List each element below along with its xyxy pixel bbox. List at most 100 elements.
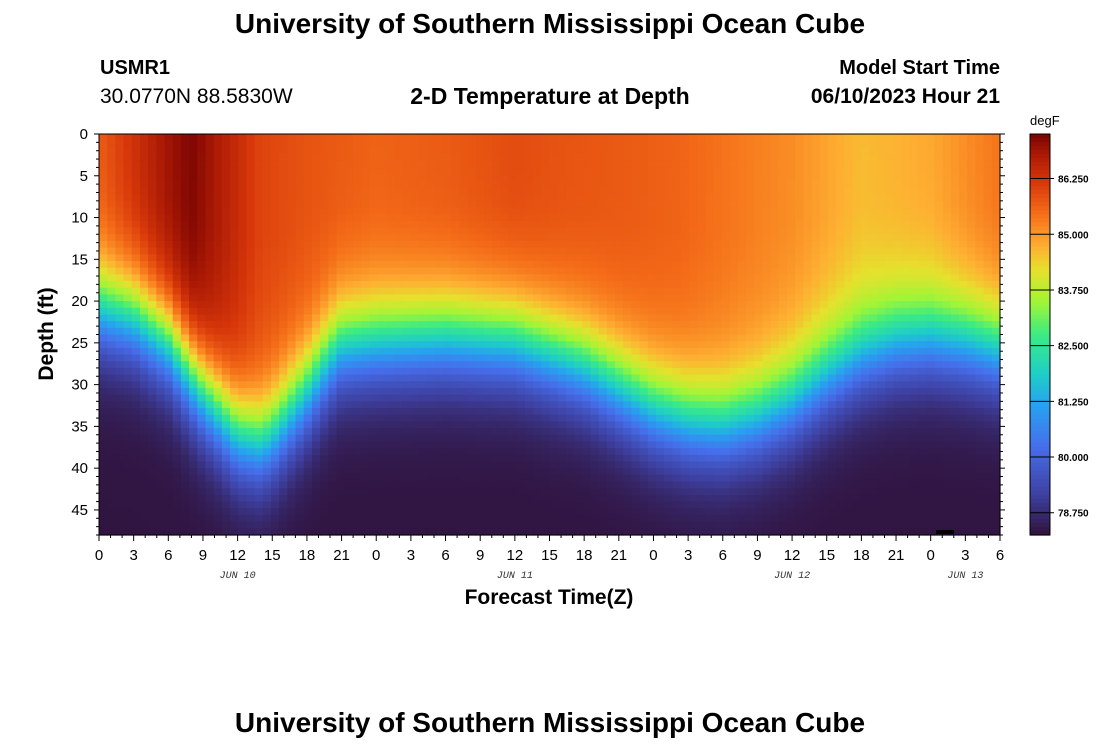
heatmap-cell — [115, 394, 125, 402]
heatmap-cell — [565, 334, 575, 342]
heatmap-cell — [615, 154, 624, 162]
heatmap-cell — [426, 381, 436, 389]
heatmap-cell — [598, 140, 608, 148]
heatmap-cell — [426, 514, 436, 523]
heatmap-cell — [311, 354, 321, 362]
heatmap-cell — [328, 214, 338, 222]
heatmap-cell — [361, 254, 370, 262]
heatmap-cell — [557, 468, 567, 476]
heatmap-cell — [443, 154, 452, 162]
heatmap-cell — [655, 260, 665, 269]
heatmap-cell — [475, 167, 485, 175]
heatmap-cell — [623, 327, 633, 336]
heatmap-cell — [672, 214, 682, 222]
heatmap-cell — [418, 421, 428, 429]
heatmap-cell — [696, 448, 706, 456]
heatmap-cell — [500, 187, 510, 195]
heatmap-cell — [393, 314, 403, 322]
heatmap-cell — [131, 220, 141, 229]
heatmap-cell — [295, 287, 305, 295]
heatmap-cell — [271, 294, 280, 302]
heatmap-cell — [451, 287, 460, 295]
heatmap-cell — [451, 274, 460, 282]
heatmap-cell — [295, 528, 305, 536]
heatmap-cell — [295, 361, 305, 369]
heatmap-cell — [393, 294, 403, 302]
heatmap-cell — [148, 134, 157, 142]
heatmap-cell — [688, 521, 698, 529]
heatmap-cell — [230, 367, 239, 376]
heatmap-cell — [369, 381, 379, 389]
heatmap-cell — [287, 354, 297, 362]
heatmap-cell — [533, 441, 542, 449]
heatmap-cell — [598, 381, 608, 389]
heatmap-cell — [295, 441, 305, 449]
heatmap-cell — [533, 200, 542, 209]
heatmap-cell — [156, 488, 166, 496]
heatmap-cell — [524, 394, 534, 402]
heatmap-cell — [123, 281, 133, 289]
heatmap-cell — [672, 381, 682, 389]
heatmap-cell — [696, 374, 706, 382]
heatmap-cell — [664, 314, 673, 322]
heatmap-cell — [721, 274, 731, 282]
heatmap-cell — [139, 207, 149, 215]
heatmap-cell — [508, 514, 518, 523]
heatmap-cell — [672, 294, 682, 302]
heatmap-cell — [336, 167, 346, 175]
heatmap-cell — [483, 374, 493, 382]
heatmap-cell — [582, 227, 592, 235]
heatmap-cell — [721, 481, 731, 489]
heatmap-cell — [385, 434, 395, 443]
heatmap-cell — [737, 488, 747, 496]
heatmap-cell — [713, 441, 723, 449]
heatmap-cell — [385, 347, 395, 356]
heatmap-cell — [230, 267, 239, 275]
heatmap-cell — [582, 134, 592, 142]
heatmap-cell — [664, 367, 673, 376]
heatmap-cell — [721, 167, 731, 175]
heatmap-cell — [426, 468, 436, 476]
heatmap-cell — [164, 428, 174, 436]
heatmap-cell — [320, 448, 329, 456]
heatmap-cell — [418, 374, 428, 382]
heatmap-cell — [410, 421, 420, 429]
heatmap-cell — [344, 454, 354, 463]
heatmap-cell — [582, 160, 592, 169]
heatmap-cell — [197, 180, 207, 189]
heatmap-cell — [303, 227, 313, 235]
heatmap-cell — [328, 167, 338, 175]
heatmap-cell — [598, 327, 608, 336]
heatmap-cell — [254, 341, 264, 349]
heatmap-cell — [459, 528, 469, 536]
heatmap-cell — [271, 341, 280, 349]
heatmap-cell — [483, 468, 493, 476]
heatmap-cell — [148, 434, 157, 443]
heatmap-cell — [492, 281, 501, 289]
heatmap-cell — [320, 207, 329, 215]
heatmap-cell — [352, 341, 362, 349]
heatmap-cell — [213, 361, 223, 369]
heatmap-cell — [180, 214, 190, 222]
heatmap-cell — [688, 461, 698, 469]
heatmap-cell — [639, 154, 649, 162]
heatmap-cell — [615, 434, 624, 443]
heatmap-cell — [729, 414, 739, 422]
heatmap-cell — [475, 381, 485, 389]
heatmap-cell — [303, 140, 313, 148]
heatmap-cell — [451, 381, 460, 389]
heatmap-cell — [262, 194, 272, 202]
heatmap-cell — [524, 428, 534, 436]
heatmap-cell — [598, 287, 608, 295]
heatmap-cell — [99, 154, 108, 162]
heatmap-cell — [254, 180, 264, 189]
heatmap-cell — [107, 174, 116, 182]
heatmap-cell — [311, 468, 321, 476]
heatmap-cell — [205, 494, 215, 503]
heatmap-cell — [156, 194, 166, 202]
heatmap-cell — [582, 187, 592, 195]
heatmap-cell — [254, 294, 264, 302]
heatmap-cell — [156, 147, 166, 155]
heatmap-cell — [148, 294, 157, 302]
heatmap-cell — [377, 321, 387, 329]
